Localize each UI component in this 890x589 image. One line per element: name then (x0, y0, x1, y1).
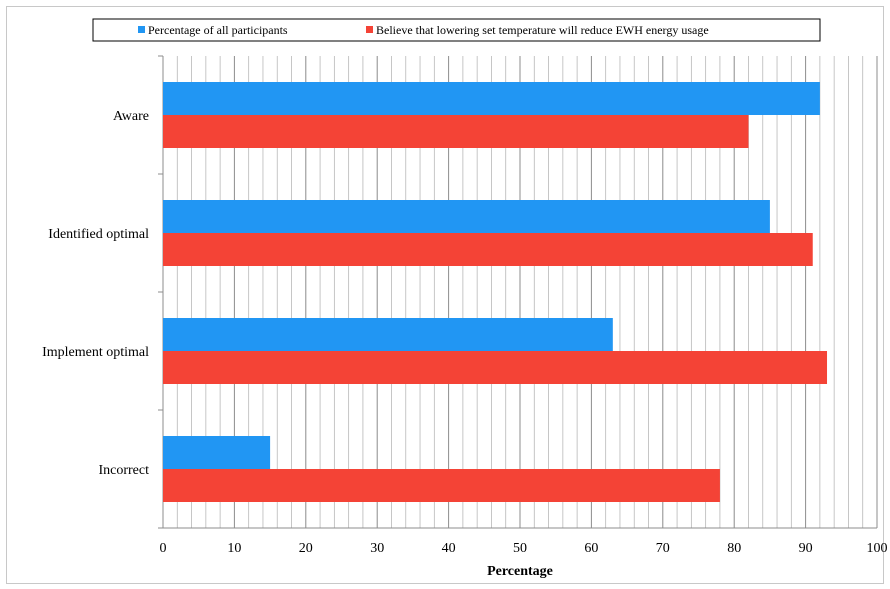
bar-believe-lowering (163, 469, 720, 502)
x-axis-title: Percentage (487, 564, 553, 579)
x-tick-label: 10 (227, 541, 241, 556)
legend-swatch-series-2 (366, 26, 373, 33)
bar-all-participants (163, 318, 613, 351)
category-label: Incorrect (98, 463, 149, 478)
x-tick-label: 60 (584, 541, 598, 556)
chart-frame (6, 6, 884, 584)
category-label: Identified optimal (48, 227, 149, 242)
category-labels: Aware Identified optimal Implement optimal… (42, 109, 149, 478)
x-tick-label: 20 (299, 541, 313, 556)
x-tick-label: 100 (867, 541, 888, 556)
bar-all-participants (163, 82, 820, 115)
bar-believe-lowering (163, 233, 813, 266)
legend-swatch-series-1 (138, 26, 145, 33)
legend-label-series-1: Percentage of all participants (148, 23, 288, 37)
bar-all-participants (163, 436, 271, 469)
x-tick-label: 80 (727, 541, 741, 556)
x-tick-labels: 0 10 20 30 40 50 60 70 80 90 100 (160, 541, 888, 556)
bar-all-participants (163, 200, 770, 233)
category-label: Implement optimal (42, 345, 149, 360)
bar-believe-lowering (163, 115, 749, 148)
x-tick-label: 0 (160, 541, 167, 556)
legend: Percentage of all participants Believe t… (92, 18, 821, 42)
legend-label-series-2: Believe that lowering set temperature wi… (376, 23, 709, 37)
bar-believe-lowering (163, 351, 828, 384)
x-tick-label: 70 (656, 541, 670, 556)
x-tick-label: 40 (442, 541, 456, 556)
x-tick-label: 90 (799, 541, 813, 556)
category-label: Aware (113, 109, 149, 124)
bars (163, 82, 828, 502)
x-tick-label: 30 (370, 541, 384, 556)
legend-box (92, 18, 821, 42)
x-tick-label: 50 (513, 541, 527, 556)
